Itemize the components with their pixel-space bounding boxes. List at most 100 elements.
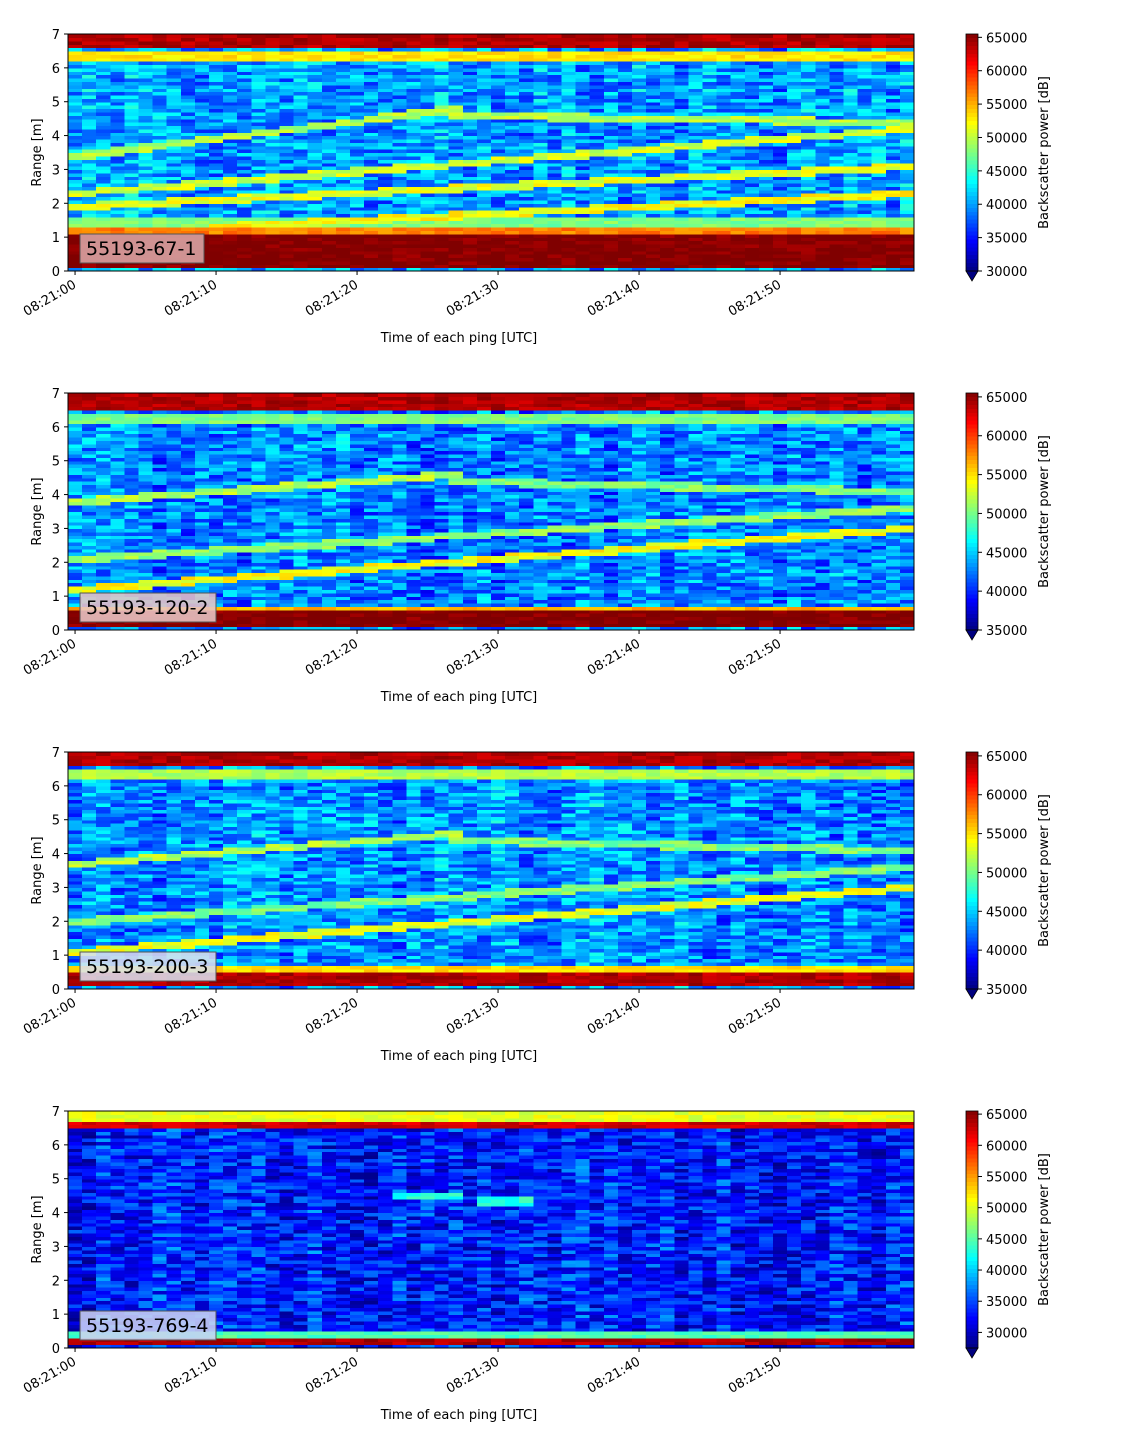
y-tick-label: 1 — [52, 231, 60, 246]
y-tick-label: 7 — [52, 1105, 60, 1120]
y-tick-label: 6 — [52, 780, 60, 795]
y-tick-label: 7 — [52, 28, 60, 43]
x-axis-label: Time of each ping [UTC] — [380, 331, 538, 346]
y-axis-label: Range [m] — [30, 836, 45, 904]
y-tick-label: 6 — [52, 1139, 60, 1154]
colorbar-tick-label: 60000 — [986, 1139, 1027, 1154]
x-tick-label: 08:21:30 — [444, 277, 502, 319]
sensor-label-text: 55193-120-2 — [86, 597, 209, 619]
x-tick-label: 08:21:00 — [21, 995, 79, 1037]
colorbar: 35000 40000 45000 50000 55000 60000 65000 Backs… — [966, 750, 1052, 999]
x-axis-label: Time of each ping [UTC] — [380, 690, 538, 705]
sensor-label-text: 55193-67-1 — [86, 238, 196, 260]
y-tick-label: 6 — [52, 421, 60, 436]
colorbar-tick-label: 45000 — [986, 165, 1027, 180]
colorbar-tick-label: 35000 — [986, 983, 1027, 998]
x-tick-label: 08:21:50 — [726, 277, 784, 319]
y-tick-label: 5 — [52, 1173, 60, 1188]
y-tick-label: 0 — [52, 983, 60, 998]
sensor-label: 55193-769-4 — [80, 1311, 216, 1340]
colorbar-tick-label: 30000 — [986, 265, 1027, 280]
colorbar-tick-label: 60000 — [986, 789, 1027, 804]
x-tick-label: 08:21:50 — [726, 636, 784, 678]
colorbar-tick-label: 55000 — [986, 1170, 1027, 1185]
x-tick-label: 08:21:00 — [21, 636, 79, 678]
colorbar-tick-label: 50000 — [986, 1202, 1027, 1217]
x-tick-label: 08:21:30 — [444, 1354, 502, 1396]
colorbar-label: Backscatter power [dB] — [1037, 435, 1052, 588]
y-tick-label: 2 — [52, 1274, 60, 1289]
y-tick-label: 3 — [52, 522, 60, 537]
y-tick-label: 0 — [52, 1342, 60, 1357]
colorbar-tick-label: 50000 — [986, 866, 1027, 881]
y-tick-label: 6 — [52, 62, 60, 77]
x-axis-label: Time of each ping [UTC] — [380, 1408, 538, 1423]
colorbar-extend-arrow — [966, 271, 978, 281]
y-tick-label: 7 — [52, 387, 60, 402]
x-tick-label: 08:21:00 — [21, 1354, 79, 1396]
colorbar-tick-label: 35000 — [986, 232, 1027, 247]
y-tick-label: 0 — [52, 624, 60, 639]
colorbar-label: Backscatter power [dB] — [1037, 794, 1052, 947]
y-tick-label: 7 — [52, 746, 60, 761]
y-tick-label: 2 — [52, 197, 60, 212]
colorbar-tick-label: 65000 — [986, 750, 1027, 765]
colorbar-tick-label: 30000 — [986, 1326, 1027, 1341]
colorbar-tick-label: 40000 — [986, 585, 1027, 600]
sensor-label: 55193-67-1 — [80, 234, 204, 263]
x-tick-label: 08:21:50 — [726, 995, 784, 1037]
colorbar-tick-label: 35000 — [986, 624, 1027, 639]
y-tick-label: 5 — [52, 96, 60, 111]
x-tick-label: 08:21:30 — [444, 995, 502, 1037]
x-tick-label: 08:21:40 — [585, 277, 643, 319]
y-tick-label: 0 — [52, 265, 60, 280]
x-tick-label: 08:21:10 — [162, 995, 220, 1037]
y-tick-label: 4 — [52, 489, 60, 504]
colorbar-tick-label: 65000 — [986, 1108, 1027, 1123]
x-tick-label: 08:21:10 — [162, 1354, 220, 1396]
y-tick-label: 3 — [52, 881, 60, 896]
x-tick-label: 08:21:20 — [303, 995, 361, 1037]
y-tick-label: 3 — [52, 163, 60, 178]
y-tick-label: 1 — [52, 590, 60, 605]
sensor-label-text: 55193-200-3 — [86, 956, 209, 978]
y-tick-label: 4 — [52, 1207, 60, 1222]
colorbar-label: Backscatter power [dB] — [1037, 1153, 1052, 1306]
x-tick-label: 08:21:10 — [162, 636, 220, 678]
y-axis-label: Range [m] — [30, 118, 45, 186]
colorbar-tick-label: 45000 — [986, 546, 1027, 561]
x-tick-label: 08:21:40 — [585, 1354, 643, 1396]
x-axis-label: Time of each ping [UTC] — [380, 1049, 538, 1064]
y-tick-label: 1 — [52, 1308, 60, 1323]
colorbar-tick-label: 55000 — [986, 828, 1027, 843]
colorbar-tick-label: 35000 — [986, 1295, 1027, 1310]
x-tick-label: 08:21:40 — [585, 636, 643, 678]
y-tick-label: 2 — [52, 556, 60, 571]
sensor-label: 55193-200-3 — [80, 952, 216, 981]
sensor-label: 55193-120-2 — [80, 593, 216, 622]
colorbar-tick-label: 60000 — [986, 430, 1027, 445]
colorbar-tick-label: 50000 — [986, 507, 1027, 522]
y-tick-label: 4 — [52, 130, 60, 145]
y-tick-label: 1 — [52, 949, 60, 964]
colorbar: 3000035000400004500050000550006000065000… — [966, 31, 1052, 281]
x-tick-label: 08:21:20 — [303, 636, 361, 678]
colorbar-tick-label: 60000 — [986, 65, 1027, 80]
colorbar-tick-label: 45000 — [986, 905, 1027, 920]
x-tick-label: 08:21:20 — [303, 277, 361, 319]
y-tick-label: 5 — [52, 455, 60, 470]
colorbar: 35000400004500050000550006000065000Backs… — [966, 391, 1052, 640]
sensor-label-text: 55193-769-4 — [86, 1315, 209, 1337]
colorbar-extend-arrow — [966, 989, 978, 999]
y-tick-label: 2 — [52, 915, 60, 930]
colorbar-tick-label: 40000 — [986, 198, 1027, 213]
colorbar-tick-label: 40000 — [986, 944, 1027, 959]
x-tick-label: 08:21:10 — [162, 277, 220, 319]
x-tick-label: 08:21:20 — [303, 1354, 361, 1396]
colorbar-extend-arrow — [966, 1348, 978, 1358]
x-tick-label: 08:21:50 — [726, 1354, 784, 1396]
x-tick-label: 08:21:40 — [585, 995, 643, 1037]
